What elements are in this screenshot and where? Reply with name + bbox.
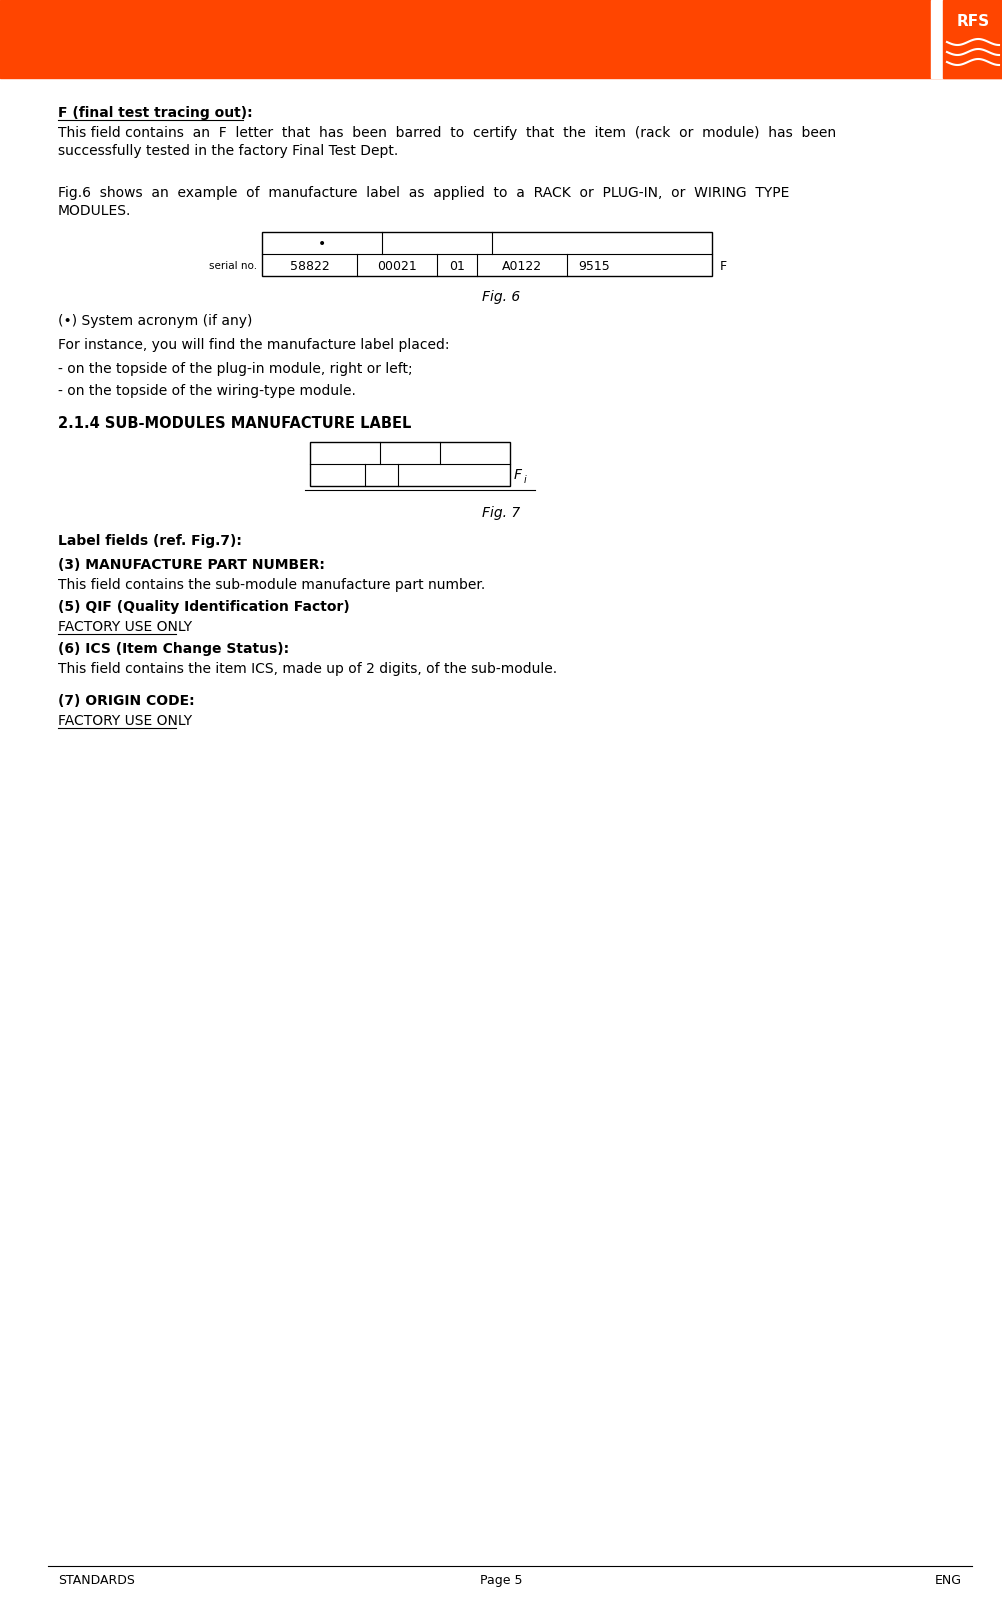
Text: (3) MANUFACTURE PART NUMBER:: (3) MANUFACTURE PART NUMBER: xyxy=(58,558,325,573)
Text: Fig. 7: Fig. 7 xyxy=(482,505,520,520)
Text: STANDARDS: STANDARDS xyxy=(58,1574,134,1586)
Text: A0122: A0122 xyxy=(501,260,541,273)
Text: ENG: ENG xyxy=(934,1574,961,1586)
Text: 01: 01 xyxy=(449,260,465,273)
Bar xyxy=(0,0,1002,79)
Bar xyxy=(262,233,711,276)
Text: (•) System acronym (if any): (•) System acronym (if any) xyxy=(58,314,253,327)
Text: serial no.: serial no. xyxy=(208,261,257,271)
Bar xyxy=(310,443,509,486)
Text: (7) ORIGIN CODE:: (7) ORIGIN CODE: xyxy=(58,695,194,707)
Text: This field contains  an  F  letter  that  has  been  barred  to  certify  that  : This field contains an F letter that has… xyxy=(58,127,836,140)
Text: i: i xyxy=(523,475,526,484)
Bar xyxy=(942,0,1002,79)
Text: RFS: RFS xyxy=(956,14,989,29)
Text: (5) QIF (Quality Identification Factor): (5) QIF (Quality Identification Factor) xyxy=(58,600,350,614)
Text: Label fields (ref. Fig.7):: Label fields (ref. Fig.7): xyxy=(58,534,241,549)
Text: (6) ICS (Item Change Status):: (6) ICS (Item Change Status): xyxy=(58,642,289,656)
Text: F: F xyxy=(719,260,726,273)
Text: Fig. 6: Fig. 6 xyxy=(482,290,520,305)
Text: This field contains the item ICS, made up of 2 digits, of the sub-module.: This field contains the item ICS, made u… xyxy=(58,662,556,675)
Text: F: F xyxy=(513,468,521,481)
Text: - on the topside of the wiring-type module.: - on the topside of the wiring-type modu… xyxy=(58,383,356,398)
Text: Page 5: Page 5 xyxy=(480,1574,522,1586)
Text: - on the topside of the plug-in module, right or left;: - on the topside of the plug-in module, … xyxy=(58,363,412,375)
Text: FACTORY USE ONLY: FACTORY USE ONLY xyxy=(58,621,192,634)
Text: F (final test tracing out):: F (final test tracing out): xyxy=(58,106,253,120)
Text: 00021: 00021 xyxy=(377,260,417,273)
Text: This field contains the sub-module manufacture part number.: This field contains the sub-module manuf… xyxy=(58,577,485,592)
Text: Fig.6  shows  an  example  of  manufacture  label  as  applied  to  a  RACK  or : Fig.6 shows an example of manufacture la… xyxy=(58,186,789,200)
Text: FACTORY USE ONLY: FACTORY USE ONLY xyxy=(58,714,192,728)
Text: successfully tested in the factory Final Test Dept.: successfully tested in the factory Final… xyxy=(58,144,398,159)
Bar xyxy=(930,0,1002,79)
Text: 9515: 9515 xyxy=(578,260,610,273)
Text: •: • xyxy=(318,237,326,250)
Text: For instance, you will find the manufacture label placed:: For instance, you will find the manufact… xyxy=(58,338,449,351)
Text: 58822: 58822 xyxy=(290,260,329,273)
Text: 2.1.4 SUB-MODULES MANUFACTURE LABEL: 2.1.4 SUB-MODULES MANUFACTURE LABEL xyxy=(58,415,411,431)
Text: MODULES.: MODULES. xyxy=(58,204,131,218)
